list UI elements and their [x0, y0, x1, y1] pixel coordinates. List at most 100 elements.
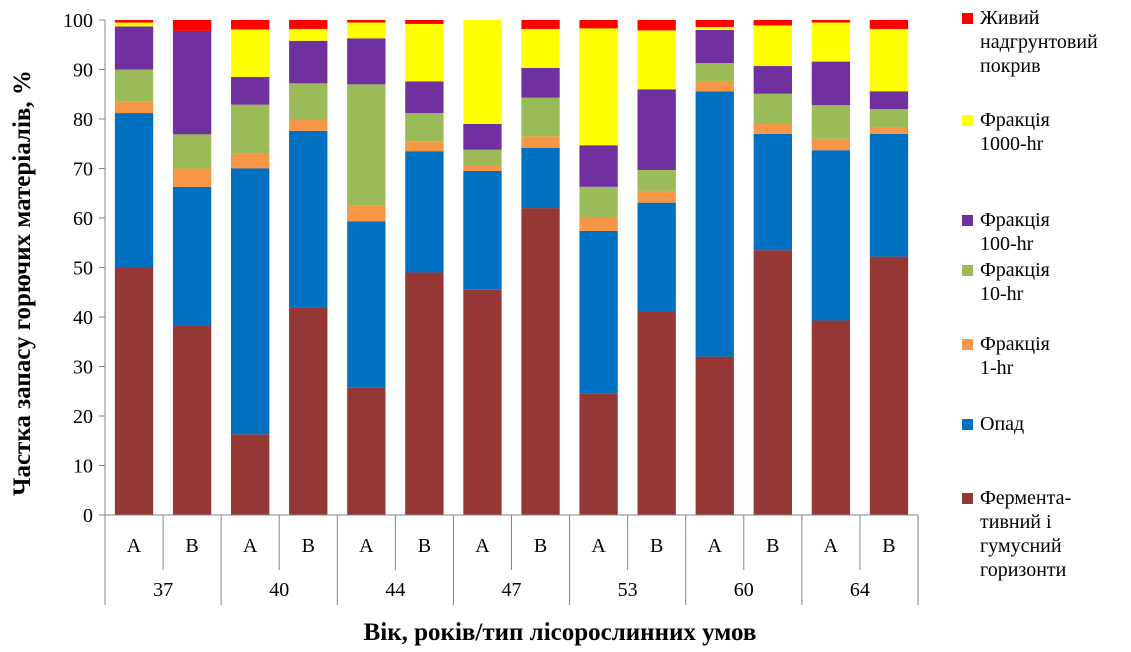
bar-segment-60-B-s2 [753, 123, 792, 134]
bar-segment-44-B-s6 [405, 20, 444, 24]
bar-segment-53-B-s0 [637, 311, 676, 515]
bar-segment-40-A-s6 [231, 20, 270, 30]
bar-segment-40-B-s4 [289, 40, 328, 84]
bar-segment-47-A-s3 [463, 149, 502, 167]
bar-segment-37-B-s0 [172, 325, 212, 515]
bar-segment-40-B-s2 [289, 119, 328, 131]
legend-swatch [962, 13, 973, 24]
bar-segment-44-B-s4 [405, 81, 444, 114]
bar-segment-53-A-s3 [579, 186, 618, 218]
legend-swatch [962, 339, 973, 350]
bar-segment-53-B-s4 [637, 89, 676, 170]
bar-segment-44-A-s3 [347, 84, 386, 206]
legend-label: тивний і [980, 511, 1052, 533]
y-tick-label: 40 [73, 307, 93, 329]
bar-segment-37-B-s1 [172, 186, 212, 326]
bar-segment-64-A-s0 [811, 320, 851, 515]
bar-segment-53-A-s1 [579, 230, 618, 394]
legend-label: 1-hr [980, 357, 1014, 379]
bar-segment-40-A-s1 [231, 168, 270, 435]
legend-label: 100-hr [980, 233, 1034, 255]
x-category-label: A [127, 535, 142, 557]
bar-segment-53-A-s0 [579, 393, 618, 515]
y-tick-label: 70 [73, 159, 93, 181]
bar-segment-60-B-s3 [753, 93, 792, 124]
bar-segment-64-B-s3 [869, 109, 909, 128]
x-group-label: 40 [269, 579, 289, 601]
x-category-label: B [650, 535, 663, 557]
bar-segment-40-A-s4 [231, 76, 270, 105]
bar-segment-37-A-s5 [114, 22, 154, 27]
bar-segment-37-A-s2 [114, 101, 154, 114]
bar-segment-37-A-s3 [114, 69, 154, 102]
x-category-label: B [882, 535, 895, 557]
bar-segment-60-A-s5 [695, 26, 734, 30]
legend-swatch [962, 215, 973, 226]
bar-segment-64-A-s5 [811, 22, 851, 62]
bar-segment-60-A-s2 [695, 81, 734, 92]
bar-segment-40-A-s5 [231, 29, 270, 77]
legend-swatch [962, 115, 973, 126]
legend-label: Фракція [980, 109, 1050, 131]
bar-segment-44-A-s2 [347, 205, 386, 222]
x-group-label: 64 [850, 579, 870, 601]
bar-segment-47-B-s2 [521, 136, 560, 148]
bar-segment-60-B-s1 [753, 133, 792, 251]
bar-segment-60-A-s3 [695, 63, 734, 82]
bar-segment-47-B-s5 [521, 28, 560, 69]
x-group-label: 60 [734, 579, 754, 601]
bar-segment-37-B-s4 [172, 30, 212, 135]
bar-segment-37-B-s2 [172, 168, 212, 187]
y-tick-label: 100 [63, 10, 93, 32]
y-tick-label: 50 [73, 258, 93, 280]
bar-segment-44-A-s4 [347, 38, 386, 85]
x-group-label: 47 [502, 579, 522, 601]
bar-segment-47-B-s6 [521, 20, 560, 29]
bar-segment-44-B-s3 [405, 113, 444, 142]
bar-segment-44-A-s5 [347, 22, 386, 39]
legend-swatch [962, 419, 973, 430]
bar-segment-47-B-s3 [521, 97, 560, 137]
bar-segment-37-B-s6 [172, 20, 212, 31]
legend-label: Фракція [980, 333, 1050, 355]
bar-segment-64-A-s2 [811, 138, 851, 151]
y-tick-label: 10 [73, 456, 93, 478]
x-category-label: B [185, 535, 198, 557]
bar-segment-40-A-s3 [231, 104, 270, 154]
bar-segment-37-A-s6 [114, 20, 154, 23]
legend-label: Фракція [980, 259, 1050, 281]
x-category-label: A [824, 535, 839, 557]
x-group-label: 37 [153, 579, 173, 601]
bar-segment-37-B-s3 [172, 134, 212, 169]
bar-segment-40-B-s5 [289, 28, 328, 41]
bar-segment-53-B-s2 [637, 190, 676, 203]
bar-segment-60-B-s5 [753, 25, 792, 67]
x-category-label: A [708, 535, 723, 557]
bar-segment-53-A-s5 [579, 28, 618, 146]
legend-label: 10-hr [980, 283, 1024, 305]
bar-segment-44-B-s2 [405, 141, 444, 152]
legend-label: Фермента- [980, 487, 1071, 509]
bar-segment-53-B-s6 [637, 20, 676, 31]
legend-label: надгрунтовий [980, 31, 1098, 53]
y-tick-label: 30 [73, 357, 93, 379]
x-category-label: A [243, 535, 258, 557]
bar-segment-37-A-s1 [114, 113, 154, 268]
bar-segment-47-A-s0 [463, 289, 502, 515]
legend-label: горизонти [980, 559, 1067, 581]
x-category-label: B [418, 535, 431, 557]
bar-segment-40-A-s0 [231, 434, 270, 515]
bar-segment-44-A-s0 [347, 387, 386, 515]
bar-segment-64-A-s1 [811, 150, 851, 321]
bar-segment-64-B-s4 [869, 91, 909, 110]
y-tick-label: 20 [73, 406, 93, 428]
bar-segment-47-A-s2 [463, 166, 502, 171]
bar-segment-53-A-s6 [579, 20, 618, 29]
x-category-label: A [591, 535, 606, 557]
x-category-label: A [359, 535, 374, 557]
x-category-label: B [534, 535, 547, 557]
x-category-label: B [302, 535, 315, 557]
bar-segment-44-A-s6 [347, 20, 386, 23]
legend-label: покрив [980, 55, 1041, 77]
